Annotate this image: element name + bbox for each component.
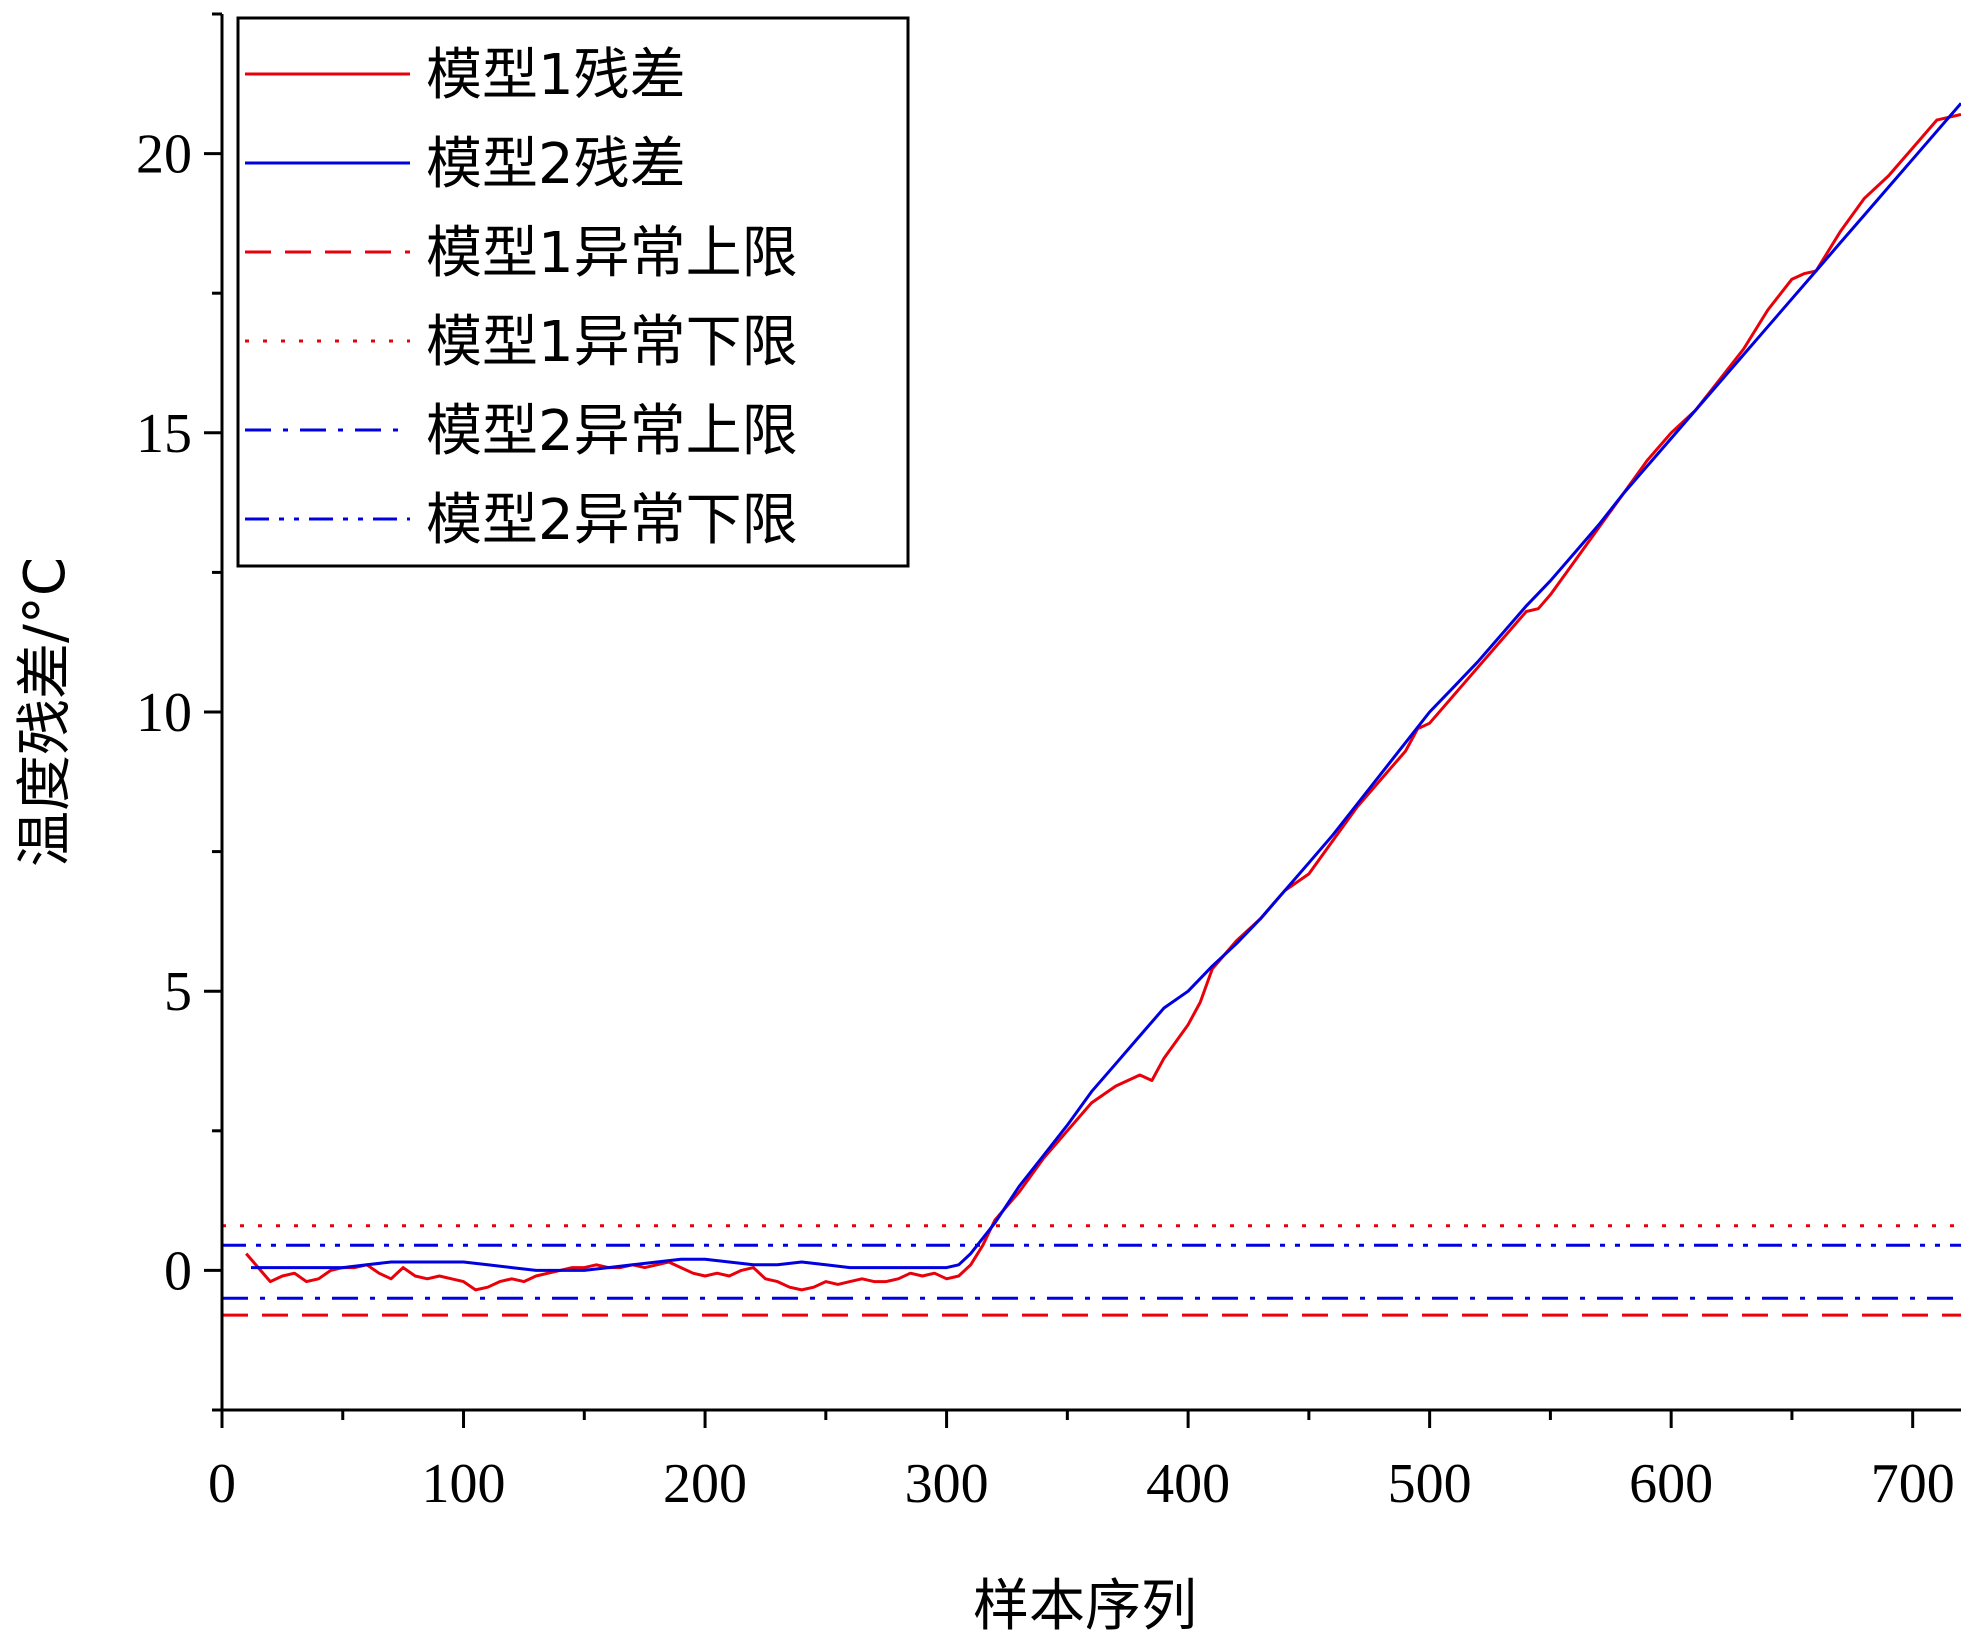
legend-label-5: 模型2异常上限 [426, 399, 798, 464]
legend-box [236, 16, 910, 568]
legend-label-2: 模型2残差 [426, 132, 686, 197]
y-tick-label: 5 [164, 961, 192, 1023]
y-tick-label: 15 [136, 403, 192, 465]
y-tick-label: 0 [164, 1240, 192, 1302]
series-line-1 [245, 113, 1961, 1292]
x-tick-label: 400 [1146, 1453, 1230, 1515]
series-layer [222, 102, 1961, 1317]
x-tick-label: 100 [422, 1453, 506, 1515]
y-tick-label: 10 [136, 682, 192, 744]
x-tick-label: 500 [1388, 1453, 1472, 1515]
legend-label-6: 模型2异常下限 [426, 488, 798, 553]
x-tick-label: 0 [208, 1453, 236, 1515]
x-tick-label: 700 [1871, 1453, 1955, 1515]
legend-label-4: 模型1异常下限 [426, 310, 798, 375]
series-line-2 [251, 102, 1961, 1272]
x-tick-label: 300 [905, 1453, 989, 1515]
legend-label-1: 模型1残差 [426, 43, 686, 108]
legend-label-3: 模型1异常上限 [426, 221, 798, 286]
x-tick-label: 600 [1629, 1453, 1713, 1515]
x-axis-title: 样本序列 [973, 1574, 1197, 1639]
y-axis: 0 5 10 15 20 [136, 12, 222, 1412]
x-axis: 0 100 200 300 400 500 600 700 [208, 1410, 1955, 1515]
y-axis-title: 温度残差/°C [13, 557, 78, 867]
y-tick-label: 20 [136, 124, 192, 186]
x-tick-label: 200 [663, 1453, 747, 1515]
